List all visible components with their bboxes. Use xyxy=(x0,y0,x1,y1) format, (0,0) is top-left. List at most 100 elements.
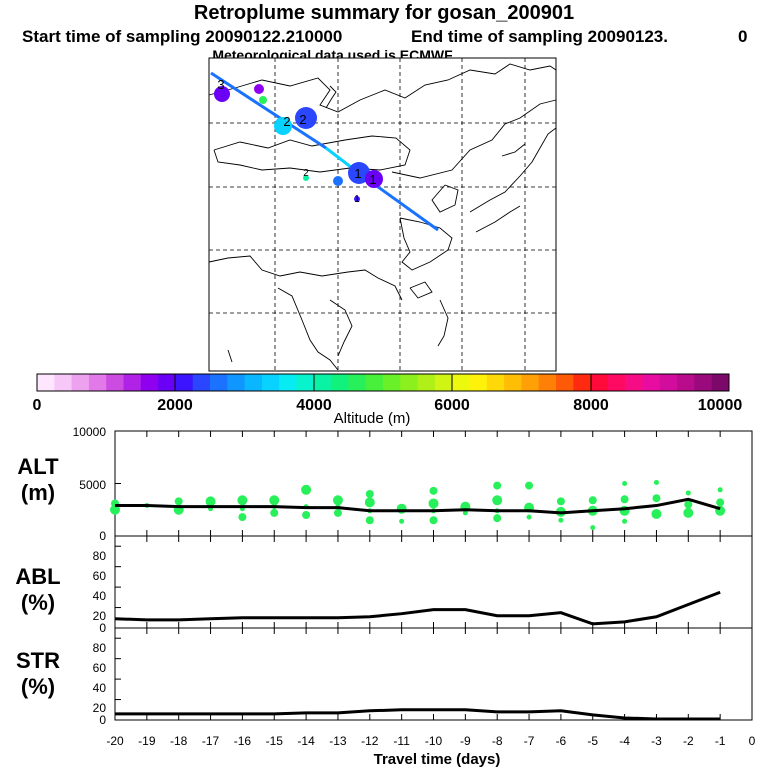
trajectory-line-early xyxy=(210,71,327,150)
alt-point xyxy=(525,481,534,490)
colorbar-cell xyxy=(504,374,522,391)
x-tick-label: -18 xyxy=(170,734,188,748)
marker-label: 2 xyxy=(299,112,306,127)
colorbar-cell xyxy=(296,374,315,391)
colorbar-cell xyxy=(694,374,713,391)
colorbar-cell xyxy=(313,374,332,391)
axis-ticks xyxy=(114,430,753,721)
alt-point xyxy=(429,516,438,525)
x-tick-label: -11 xyxy=(393,734,410,748)
colorbar-cell xyxy=(417,374,436,391)
cluster-marker xyxy=(214,86,230,102)
alt-point xyxy=(492,495,503,506)
marker-label: 2 xyxy=(283,114,290,129)
x-tick-label: -5 xyxy=(587,734,598,748)
colorbar-label: Altitude (m) xyxy=(334,410,411,427)
marker-label: 1 xyxy=(354,166,361,181)
alt-point xyxy=(205,496,216,507)
panel-frames xyxy=(114,430,753,721)
alt-point xyxy=(652,494,661,503)
alt-point xyxy=(556,497,565,506)
marker-label: 2 xyxy=(303,168,309,179)
cluster-marker xyxy=(254,84,264,94)
str-panel-unit: (%) xyxy=(21,674,55,699)
x-tick-label: -7 xyxy=(524,734,535,748)
str-line xyxy=(115,708,721,721)
str-ytick: 20 xyxy=(93,701,107,715)
abl-ytick: 40 xyxy=(93,589,107,603)
cluster-marker xyxy=(333,176,343,186)
x-tick-label: -1 xyxy=(715,734,726,748)
abl-ytick: 80 xyxy=(93,549,107,563)
map: 3 2 2 1 1 2 1 xyxy=(208,57,557,372)
colorbar-cell xyxy=(227,374,246,391)
colorbar-cell xyxy=(538,374,557,391)
alt-point xyxy=(270,508,279,517)
colorbar-cell xyxy=(400,374,419,391)
colorbar-cell xyxy=(486,374,505,391)
alt-point xyxy=(302,511,311,519)
colorbar-tick: 0 xyxy=(33,397,42,414)
abl-panel-unit: (%) xyxy=(21,590,55,615)
colorbar-tick: 2000 xyxy=(157,397,193,414)
alt-point xyxy=(493,481,502,490)
abl-panel-label: ABL xyxy=(15,564,60,589)
abl-ytick: 20 xyxy=(93,609,107,623)
colorbar-cell xyxy=(71,374,90,391)
cluster-markers xyxy=(214,84,383,202)
colorbar-cell xyxy=(677,374,695,391)
colorbar-cell xyxy=(88,374,107,391)
colorbar-cell xyxy=(244,374,263,391)
marker-label: 3 xyxy=(217,77,224,92)
colorbar-cell xyxy=(607,374,626,391)
alt-point xyxy=(462,510,468,516)
marker-label: 1 xyxy=(369,172,376,187)
alt-scatter xyxy=(110,479,726,531)
colorbar-cell xyxy=(434,374,453,391)
cluster-marker xyxy=(295,107,317,129)
abl-line xyxy=(114,590,721,626)
colorbar-cell xyxy=(659,374,678,391)
alt-point xyxy=(399,518,405,524)
colorbar-tick: 6000 xyxy=(434,397,470,414)
x-tick-label: 0 xyxy=(749,734,756,748)
str-panel-label: STR xyxy=(16,648,60,673)
panel-yticks: 10000 5000 0 80 60 40 20 0 80 60 40 20 0 xyxy=(73,425,107,727)
colorbar-cell xyxy=(348,374,367,391)
abl-panel-frame xyxy=(114,535,753,629)
alt-point xyxy=(622,518,628,524)
colorbar-cell xyxy=(175,374,194,391)
colorbar-cell xyxy=(625,374,643,391)
alt-point xyxy=(620,495,629,504)
alt-point xyxy=(110,504,120,515)
alt-panel-unit: (m) xyxy=(21,480,55,505)
str-ytick: 40 xyxy=(93,681,107,695)
colorbar-cell xyxy=(54,374,73,391)
abl-ytick: 0 xyxy=(99,621,106,635)
alt-point xyxy=(301,484,312,495)
alt-point xyxy=(590,525,596,531)
str-panel-frame xyxy=(114,627,753,721)
colorbar-cell xyxy=(452,374,470,391)
series-lines xyxy=(114,497,721,721)
alt-point xyxy=(683,507,694,518)
x-tick-label: -10 xyxy=(425,734,443,748)
x-tick-label: -3 xyxy=(651,734,662,748)
x-tick-label: -12 xyxy=(361,734,379,748)
colorbar-cell xyxy=(106,374,124,391)
colorbar-cell xyxy=(331,374,349,391)
colorbar-cell xyxy=(140,374,159,391)
x-tick-label: -20 xyxy=(106,734,124,748)
x-tick-label: -15 xyxy=(266,734,284,748)
x-tick-label: -17 xyxy=(202,734,220,748)
cluster-marker xyxy=(348,162,370,184)
colorbar-cell xyxy=(383,374,401,391)
abl-ytick: 60 xyxy=(93,569,107,583)
alt-point xyxy=(653,479,659,485)
colorbar-tick-labels: 0 2000 4000 6000 8000 10000 xyxy=(33,397,743,414)
alt-point xyxy=(269,495,280,506)
alt-point xyxy=(651,508,662,519)
alt-line xyxy=(115,497,721,515)
alt-point xyxy=(428,498,439,509)
